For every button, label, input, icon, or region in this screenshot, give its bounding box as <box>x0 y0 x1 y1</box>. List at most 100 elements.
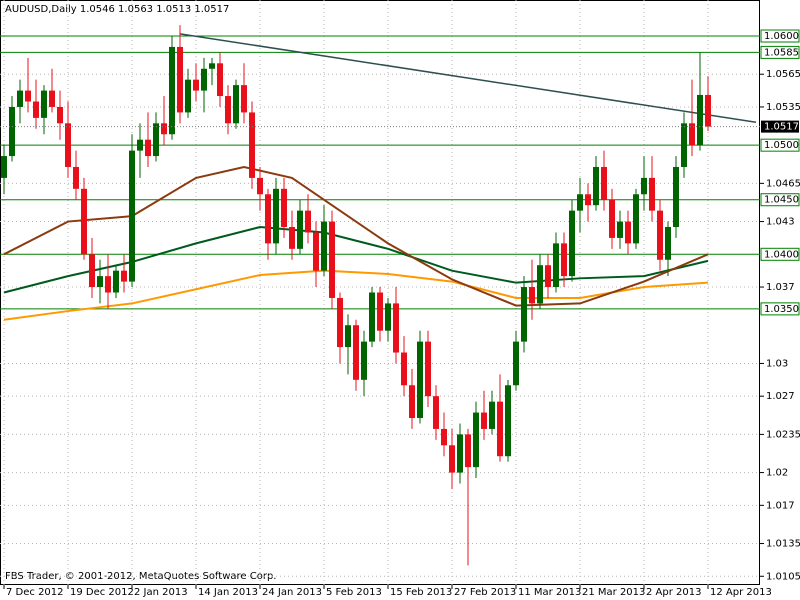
y-tick-label: 1.0465 <box>766 178 800 189</box>
candle-body <box>185 79 191 113</box>
candle-body <box>137 139 143 151</box>
candle-body <box>441 428 447 446</box>
candle-body <box>65 123 71 167</box>
plot-frame <box>0 0 760 585</box>
candle-body <box>425 341 431 397</box>
level-label: 1.0350 <box>764 304 799 315</box>
y-tick-label: 1.02 <box>766 468 788 479</box>
x-tick-label: 14 Jan 2013 <box>198 587 258 598</box>
candle-body <box>257 177 263 195</box>
candle-body <box>289 227 295 249</box>
candle-body <box>481 412 487 429</box>
candle-body <box>489 401 495 429</box>
candle-body <box>233 85 239 124</box>
candle-body <box>377 292 383 331</box>
candle-body <box>625 221 631 244</box>
candle-body <box>457 434 463 473</box>
candle-body <box>609 199 615 238</box>
candle-body <box>633 194 639 244</box>
x-tick-label: 11 Mar 2013 <box>518 587 581 598</box>
x-tick-label: 7 Dec 2012 <box>6 587 64 598</box>
candle-body <box>169 46 175 135</box>
candle-body <box>513 341 519 386</box>
candle-body <box>657 210 663 260</box>
candle-body <box>297 210 303 249</box>
candle-body <box>337 297 343 348</box>
candle-body <box>505 385 511 457</box>
level-label-box <box>760 29 800 43</box>
candle-body <box>673 166 679 228</box>
candle-body <box>529 287 535 304</box>
candle-body <box>273 188 279 244</box>
indicator-line <box>3 226 709 294</box>
candle-body <box>153 123 159 157</box>
level-label: 1.0500 <box>764 140 799 151</box>
candle-body <box>41 90 47 118</box>
y-tick-label: 1.0535 <box>766 102 800 113</box>
level-label-box <box>760 302 800 316</box>
indicator-line <box>179 33 757 123</box>
candle-body <box>641 177 647 195</box>
y-tick-label: 1.027 <box>766 391 795 402</box>
candle-body <box>569 210 575 277</box>
candle-body <box>105 276 111 293</box>
candle-body <box>161 123 167 135</box>
candle-body <box>17 90 23 107</box>
candle-body <box>121 270 127 282</box>
candle-body <box>49 90 55 107</box>
candle-body <box>225 96 231 124</box>
candle-body <box>689 123 695 146</box>
level-label: 1.0400 <box>764 249 799 260</box>
x-tick-label: 27 Feb 2013 <box>454 587 516 598</box>
candle-body <box>313 232 319 271</box>
candle-body <box>409 385 415 419</box>
level-label: 1.0450 <box>764 195 799 206</box>
candle-body <box>577 194 583 211</box>
candle-body <box>201 68 207 91</box>
candle-body <box>601 166 607 200</box>
x-tick-label: 19 Dec 2012 <box>70 587 134 598</box>
candle-body <box>561 243 567 277</box>
candle-body <box>281 188 287 228</box>
candle-body <box>681 123 687 167</box>
candle-body <box>401 352 407 386</box>
candle-body <box>385 303 391 331</box>
y-tick-label: 1.0235 <box>766 429 800 440</box>
candle-body <box>393 303 399 353</box>
chart-title: AUDUSD,Daily 1.0546 1.0563 1.0513 1.0517 <box>5 4 229 15</box>
candle-body <box>193 79 199 91</box>
candle-body <box>57 106 63 124</box>
candle-body <box>465 434 471 468</box>
candle-body <box>1 156 7 178</box>
x-tick-label: 2 Apr 2013 <box>646 587 701 598</box>
x-tick-label: 5 Feb 2013 <box>326 587 382 598</box>
candle-body <box>329 221 335 298</box>
candle-body <box>33 101 39 118</box>
level-label: 1.0600 <box>764 31 799 42</box>
level-label-box <box>760 45 800 59</box>
x-tick-label: 2 Jan 2013 <box>134 587 188 598</box>
candle-body <box>617 221 623 238</box>
candle-body <box>353 325 359 380</box>
y-tick-label: 1.0105 <box>766 571 800 582</box>
indicator-line <box>3 269 709 321</box>
candle-body <box>345 325 351 348</box>
level-label-box <box>760 193 800 207</box>
candle-body <box>241 85 247 113</box>
level-label-box <box>760 247 800 261</box>
candle-body <box>145 139 151 157</box>
candle-body <box>665 227 671 260</box>
candle-body <box>433 396 439 429</box>
candle-body <box>537 265 543 304</box>
candle-body <box>705 94 711 127</box>
candle-body <box>217 63 223 97</box>
candle-body <box>449 445 455 473</box>
candle-body <box>417 341 423 419</box>
candle-body <box>585 194 591 206</box>
candle-body <box>25 90 31 102</box>
candle-body <box>497 401 503 457</box>
price-label-box <box>761 120 799 133</box>
candle-body <box>473 412 479 468</box>
candle-body <box>89 254 95 288</box>
